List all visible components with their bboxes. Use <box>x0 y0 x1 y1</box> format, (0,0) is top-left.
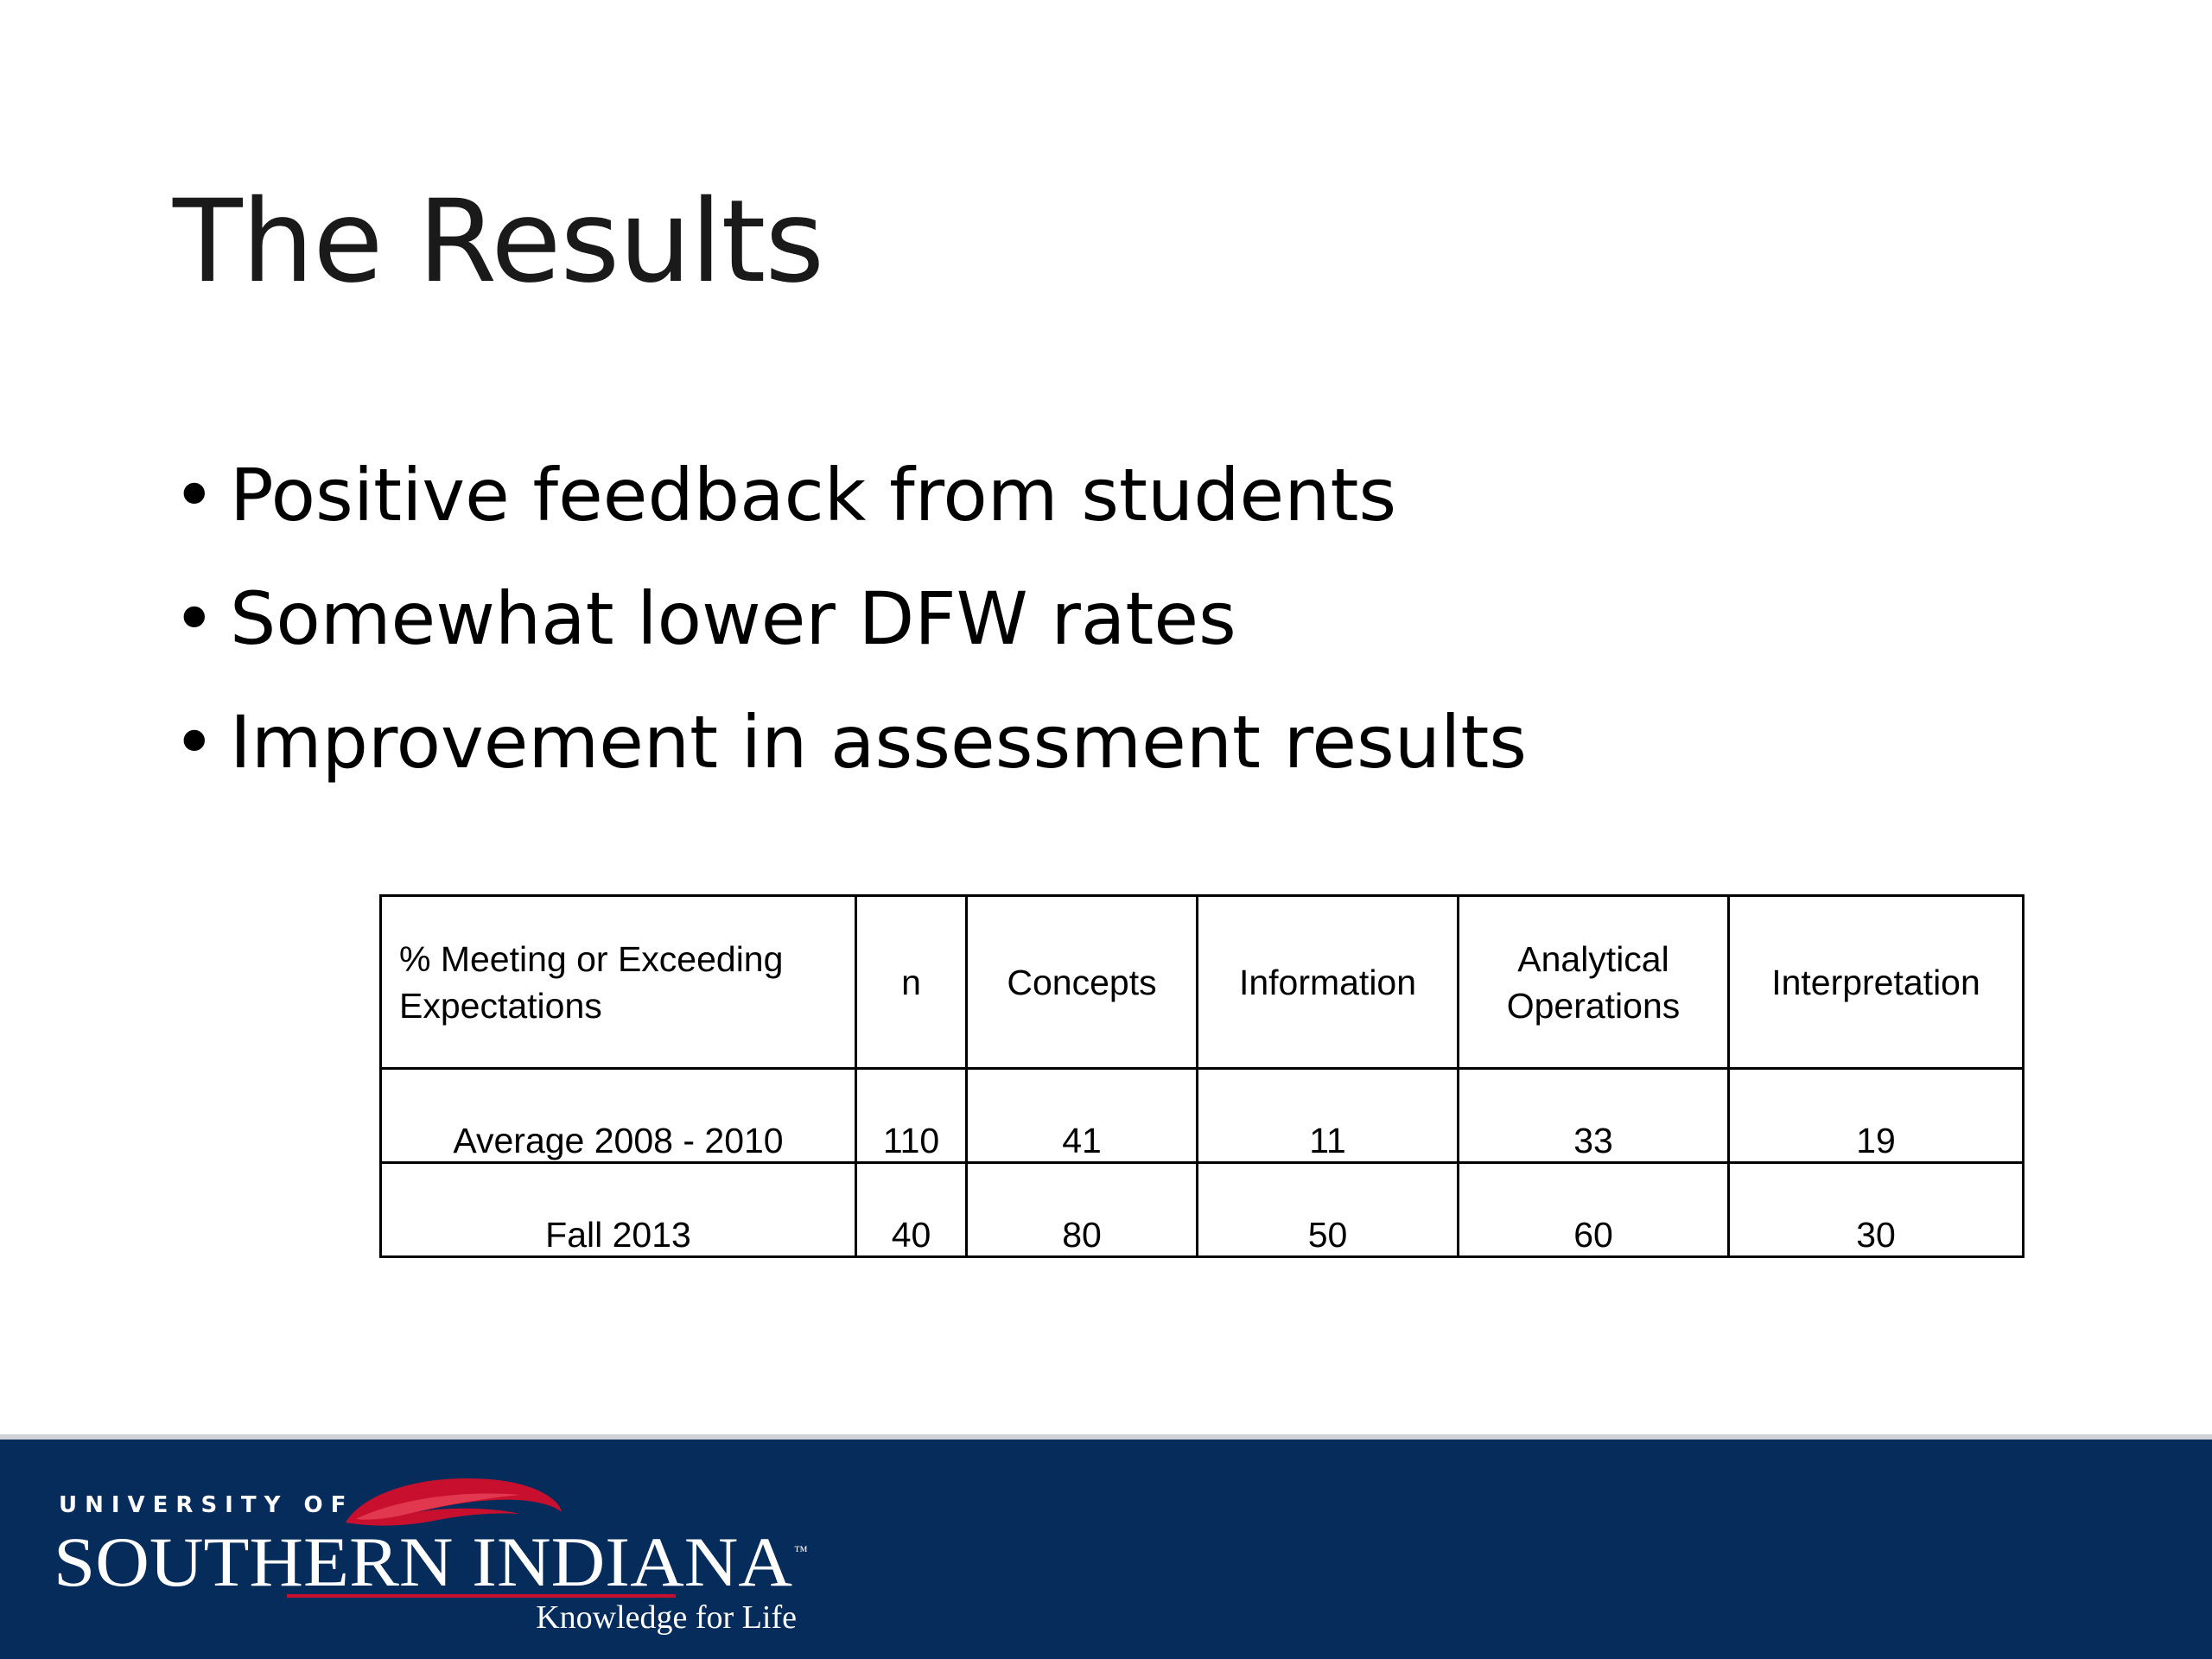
bullet-text: Somewhat lower DFW rates <box>230 576 1236 661</box>
header-analytical-line1: Analytical <box>1517 938 1669 979</box>
slide-title: The Results <box>173 175 824 308</box>
bullet-marker: • <box>173 453 216 537</box>
header-metric-line1: % Meeting or Exceeding <box>399 938 784 979</box>
header-cell-n: n <box>855 894 968 1070</box>
cell-n: 110 <box>855 1067 968 1164</box>
bullet-item: • Improvement in assessment results <box>173 695 1527 818</box>
bullet-marker: • <box>173 576 216 661</box>
header-cell-interpretation: Interpretation <box>1727 894 2024 1070</box>
cell-n: 40 <box>855 1161 968 1258</box>
logo-tagline: Knowledge for Life <box>536 1599 797 1636</box>
header-metric-line2: Expectations <box>399 985 602 1026</box>
row-label: Fall 2013 <box>379 1161 857 1258</box>
cell-analytical-operations: 60 <box>1457 1161 1730 1258</box>
table-header-row: % Meeting or Exceeding Expectations n Co… <box>379 894 2024 1070</box>
bullet-item: • Somewhat lower DFW rates <box>173 571 1527 695</box>
cell-analytical-operations: 33 <box>1457 1067 1730 1164</box>
logo-main-text: SOUTHERN INDIANA <box>54 1522 792 1601</box>
table-row: Fall 2013 40 80 50 60 30 <box>379 1161 2024 1258</box>
cell-interpretation: 19 <box>1727 1067 2024 1164</box>
table-row: Average 2008 - 2010 110 41 11 33 19 <box>379 1067 2024 1164</box>
logo-underline <box>287 1594 676 1598</box>
bullet-marker: • <box>173 700 216 785</box>
bullet-list: • Positive feedback from students • Some… <box>173 448 1527 818</box>
bullet-item: • Positive feedback from students <box>173 448 1527 571</box>
header-cell-information: Information <box>1196 894 1459 1070</box>
header-cell-concepts: Concepts <box>965 894 1198 1070</box>
header-cell-metric: % Meeting or Exceeding Expectations <box>379 894 857 1070</box>
cell-concepts: 80 <box>965 1161 1198 1258</box>
logo-top-text: UNIVERSITY OF <box>59 1492 353 1518</box>
cell-interpretation: 30 <box>1727 1161 2024 1258</box>
university-logo: UNIVERSITY OF SOUTHERN INDIANA ™ Knowled… <box>54 1478 808 1636</box>
header-analytical-line2: Operations <box>1506 985 1681 1026</box>
cell-information: 50 <box>1196 1161 1459 1258</box>
logo-tm: ™ <box>794 1544 808 1559</box>
results-table: % Meeting or Exceeding Expectations n Co… <box>379 894 2024 1258</box>
header-cell-analytical-operations: Analytical Operations <box>1457 894 1730 1070</box>
cell-concepts: 41 <box>965 1067 1198 1164</box>
bullet-text: Improvement in assessment results <box>230 700 1528 785</box>
row-label: Average 2008 - 2010 <box>379 1067 857 1164</box>
cell-information: 11 <box>1196 1067 1459 1164</box>
bullet-text: Positive feedback from students <box>230 453 1397 537</box>
footer-band <box>0 1434 2212 1659</box>
